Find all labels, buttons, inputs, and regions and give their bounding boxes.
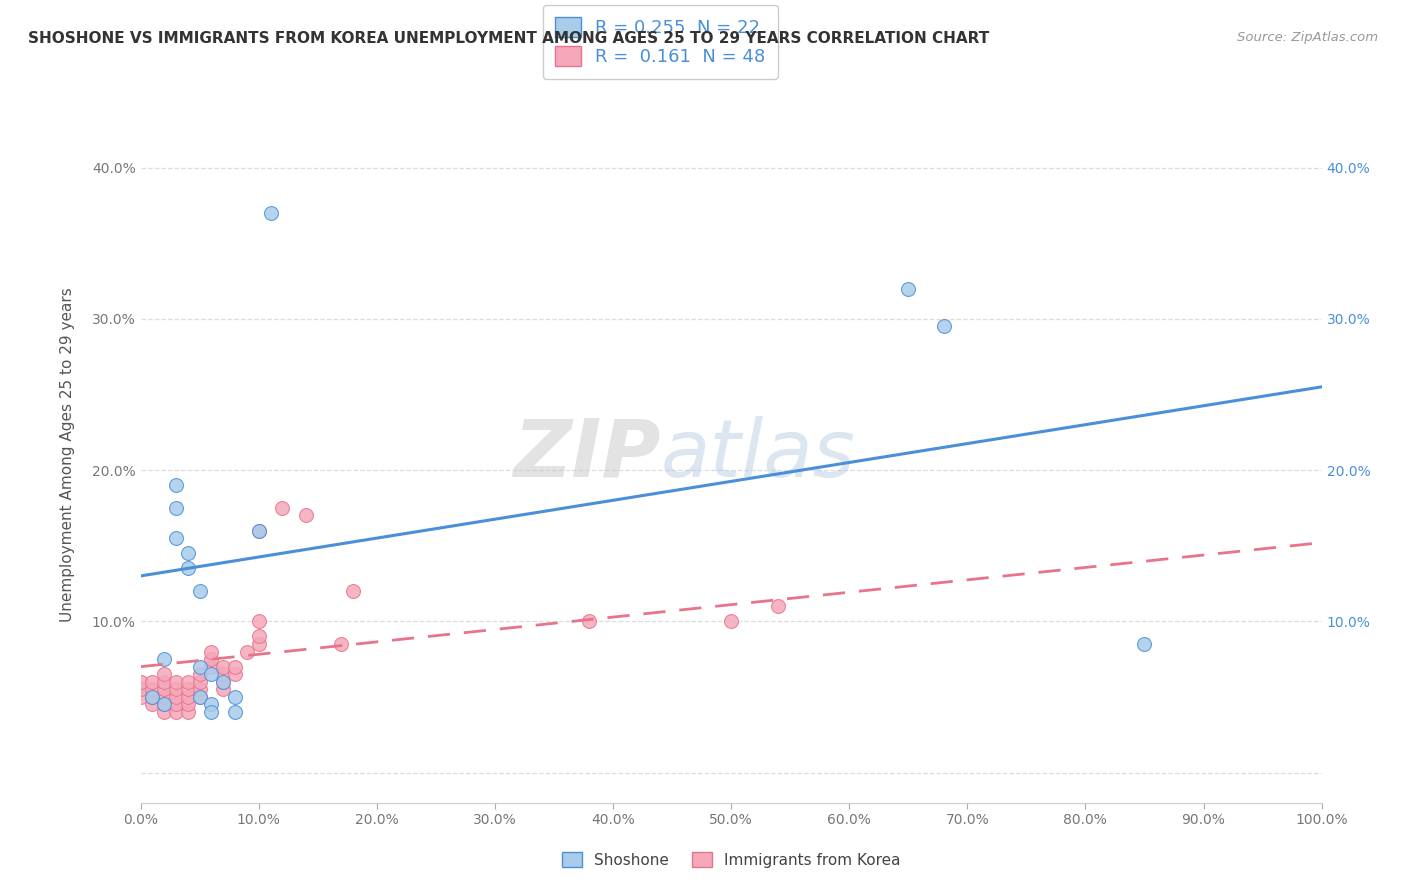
Point [236, 644, 259, 658]
Point [188, 690, 211, 704]
Point [141, 690, 163, 704]
Point [177, 698, 200, 712]
Point [768, 599, 790, 614]
Point [224, 690, 246, 704]
Point [165, 478, 187, 492]
Point [212, 674, 235, 689]
Point [200, 667, 222, 681]
Point [212, 674, 235, 689]
Point [200, 705, 222, 719]
Point [177, 682, 200, 697]
Point [153, 652, 176, 666]
Point [165, 682, 187, 697]
Point [165, 690, 187, 704]
Point [224, 659, 246, 673]
Point [188, 690, 211, 704]
Point [330, 637, 353, 651]
Point [129, 674, 152, 689]
Point [188, 674, 211, 689]
Point [165, 500, 187, 515]
Point [153, 667, 176, 681]
Point [153, 682, 176, 697]
Point [247, 524, 270, 538]
Point [1133, 637, 1156, 651]
Point [224, 705, 246, 719]
Point [212, 659, 235, 673]
Point [212, 667, 235, 681]
Text: atlas: atlas [661, 416, 855, 494]
Point [153, 698, 176, 712]
Point [200, 644, 222, 658]
Legend: Shoshone, Immigrants from Korea: Shoshone, Immigrants from Korea [554, 845, 908, 875]
Point [247, 615, 270, 629]
Point [200, 659, 222, 673]
Point [177, 705, 200, 719]
Point [177, 674, 200, 689]
Point [177, 546, 200, 560]
Point [188, 584, 211, 599]
Point [177, 561, 200, 575]
Y-axis label: Unemployment Among Ages 25 to 29 years: Unemployment Among Ages 25 to 29 years [60, 287, 75, 623]
Point [578, 615, 600, 629]
Point [212, 682, 235, 697]
Point [188, 667, 211, 681]
Point [165, 705, 187, 719]
Point [165, 698, 187, 712]
Point [897, 281, 920, 295]
Point [165, 531, 187, 545]
Text: Source: ZipAtlas.com: Source: ZipAtlas.com [1237, 31, 1378, 45]
Point [224, 667, 246, 681]
Point [342, 584, 364, 599]
Point [153, 690, 176, 704]
Point [153, 698, 176, 712]
Text: SHOSHONE VS IMMIGRANTS FROM KOREA UNEMPLOYMENT AMONG AGES 25 TO 29 YEARS CORRELA: SHOSHONE VS IMMIGRANTS FROM KOREA UNEMPL… [28, 31, 990, 46]
Point [200, 698, 222, 712]
Point [247, 629, 270, 643]
Point [165, 674, 187, 689]
Point [720, 615, 742, 629]
Point [141, 682, 163, 697]
Point [188, 682, 211, 697]
Point [932, 319, 955, 334]
Point [259, 206, 281, 220]
Point [200, 652, 222, 666]
Point [129, 690, 152, 704]
Point [153, 705, 176, 719]
Point [141, 698, 163, 712]
Point [153, 674, 176, 689]
Point [247, 637, 270, 651]
Point [129, 682, 152, 697]
Point [188, 659, 211, 673]
Point [141, 690, 163, 704]
Point [177, 690, 200, 704]
Point [141, 674, 163, 689]
Point [271, 500, 294, 515]
Point [295, 508, 318, 523]
Point [247, 524, 270, 538]
Text: ZIP: ZIP [513, 416, 661, 494]
